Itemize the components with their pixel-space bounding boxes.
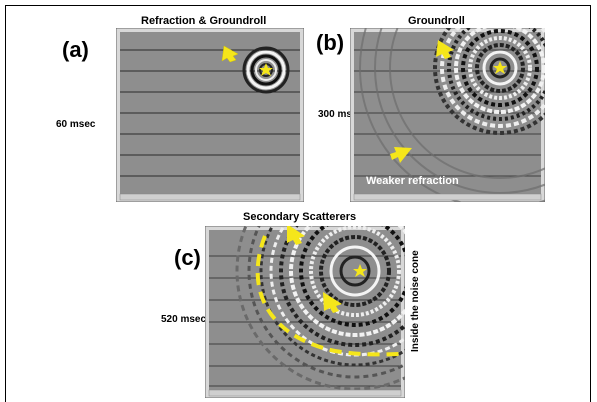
- yellow-arrow-icon: [323, 292, 342, 313]
- panel-a-image: [116, 28, 304, 202]
- panel-b-title: Groundroll: [408, 15, 465, 27]
- figure-frame: [5, 5, 591, 402]
- noise-cone-boundary: [255, 235, 404, 357]
- yellow-arrow-icon: [390, 147, 412, 163]
- groundroll-rings: [433, 28, 545, 135]
- yellow-arrow-icon: [436, 40, 454, 59]
- star-icon: [259, 63, 273, 76]
- refraction-arcs: [359, 28, 545, 202]
- weaker-refraction-label: Weaker refraction: [366, 175, 459, 187]
- panel-a-label: (a): [62, 37, 89, 62]
- panel-b-image: [350, 28, 545, 202]
- panel-b-label: (b): [316, 30, 345, 55]
- panel-a-time: 60 msec: [56, 119, 96, 130]
- star-icon: [493, 61, 507, 74]
- panel-c-time: 520 msec: [161, 314, 207, 325]
- yellow-arrow-icon: [221, 45, 239, 63]
- star-icon: [353, 264, 367, 277]
- noise-cone-label: Inside the noise cone: [410, 250, 421, 352]
- panel-c-image: [205, 226, 405, 398]
- panel-b-time: 300 msec: [318, 109, 364, 120]
- panel-c-label: (c): [174, 245, 201, 270]
- panel-a-title: Refraction & Groundroll: [141, 15, 267, 27]
- yellow-arrow-icon: [287, 226, 305, 245]
- panel-c-title: Secondary Scatterers: [243, 211, 357, 223]
